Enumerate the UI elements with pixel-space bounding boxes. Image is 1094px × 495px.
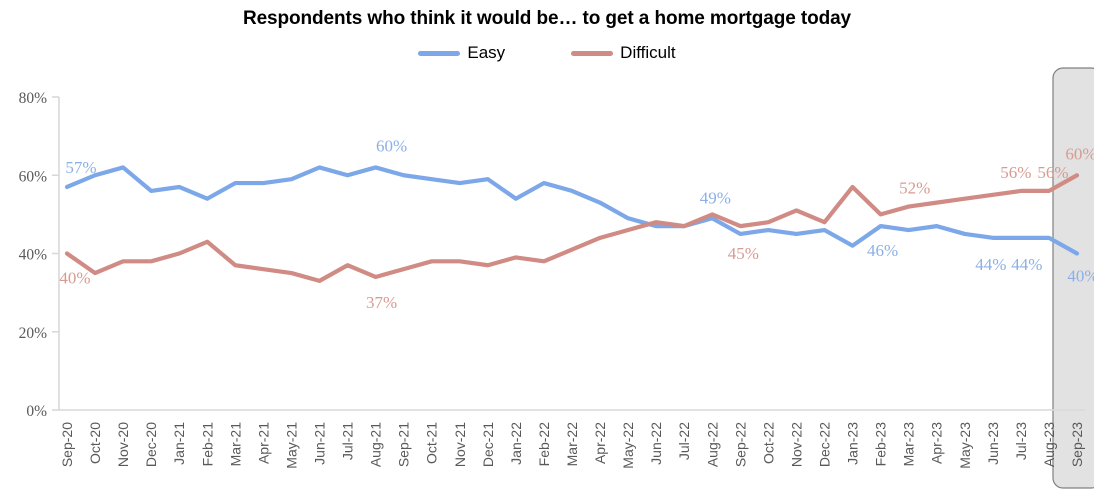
x-tick-label: Aug-23 <box>1041 422 1057 467</box>
y-tick-label: 80% <box>19 90 48 107</box>
x-tick-label: Mar-22 <box>564 422 580 467</box>
data-point-label: 57% <box>65 158 96 177</box>
x-tick-label: Jul-23 <box>1013 422 1029 460</box>
data-point-label: 37% <box>366 293 397 312</box>
x-tick-label: Aug-22 <box>704 422 720 467</box>
x-tick-label: Dec-20 <box>143 422 159 467</box>
axis-layer <box>58 97 1085 411</box>
x-tick-label: Jul-22 <box>676 422 692 460</box>
x-tick-label: Feb-21 <box>199 422 215 467</box>
data-point-label: 56% <box>1000 163 1031 182</box>
chart-legend: Easy Difficult <box>0 43 1094 63</box>
x-tick-label: Apr-22 <box>592 422 608 464</box>
data-point-label: 60% <box>1065 144 1094 163</box>
data-point-label: 40% <box>59 269 90 288</box>
x-tick-label: Nov-20 <box>115 422 131 467</box>
y-tick-label: 40% <box>19 247 48 264</box>
x-tick-label: Oct-22 <box>760 422 776 464</box>
x-tick-label: Jun-21 <box>312 422 328 465</box>
x-tick-label: Jan-22 <box>508 422 524 465</box>
series-line-easy <box>64 165 1080 256</box>
data-point-label: 44% <box>1011 255 1042 274</box>
x-tick-label: Nov-22 <box>788 422 804 467</box>
legend-label-easy: Easy <box>467 43 506 62</box>
data-point-label: 52% <box>899 179 930 198</box>
data-point-label: 56% <box>1037 163 1068 182</box>
x-tick-label: May-21 <box>283 422 299 469</box>
x-tick-label: Apr-21 <box>255 422 271 464</box>
data-point-label: 60% <box>376 136 407 155</box>
legend-swatch-difficult <box>571 50 614 56</box>
x-tick-label: May-23 <box>957 422 973 469</box>
x-tick-label: Feb-22 <box>536 422 552 467</box>
legend-item-difficult[interactable]: Difficult <box>571 43 676 63</box>
data-point-label: 46% <box>867 241 898 260</box>
x-tick-label: Dec-21 <box>480 422 496 467</box>
x-tick-label: Sep-21 <box>396 422 412 467</box>
x-tick-label: Oct-20 <box>87 422 103 464</box>
x-tick-label: Mar-23 <box>901 422 917 467</box>
x-tick-label: Jun-22 <box>648 422 664 465</box>
x-tick-label: Jul-21 <box>340 422 356 460</box>
data-point-label: 44% <box>975 255 1006 274</box>
legend-label-difficult: Difficult <box>620 43 676 62</box>
data-point-label: 45% <box>728 244 759 263</box>
x-tick-label: Feb-23 <box>873 422 889 467</box>
x-tick-label: Jun-23 <box>985 422 1001 465</box>
legend-item-easy[interactable]: Easy <box>418 43 505 63</box>
y-tick-label: 20% <box>19 325 48 342</box>
x-tick-label: Sep-20 <box>59 422 75 467</box>
y-tick-label: 0% <box>26 403 47 420</box>
x-tick-label: Jan-21 <box>171 422 187 465</box>
x-tick-label: Jan-23 <box>845 422 861 465</box>
x-axis-ticks: Sep-20 Oct-20 Nov-20 Dec-20 Jan-21 Feb-21 Mar-… <box>59 422 1085 469</box>
data-point-labels: 57%60%49%46%44%44%40%40%37%45%52%56%56%6… <box>59 136 1094 312</box>
data-point-label: 40% <box>1067 267 1094 286</box>
x-tick-label: Mar-21 <box>227 422 243 467</box>
x-tick-label: Aug-21 <box>368 422 384 467</box>
highlight-band-layer <box>1052 67 1094 489</box>
x-tick-label: Sep-22 <box>732 422 748 467</box>
x-tick-label: May-22 <box>620 422 636 469</box>
series-line-difficult <box>64 173 1080 283</box>
x-tick-label: Nov-21 <box>452 422 468 467</box>
data-point-label: 49% <box>700 188 731 207</box>
x-tick-label: Dec-22 <box>817 422 833 467</box>
x-tick-label: Apr-23 <box>929 422 945 464</box>
legend-swatch-easy <box>418 50 461 56</box>
x-tick-label: Sep-23 <box>1069 422 1085 467</box>
y-tick-label: 60% <box>19 168 48 185</box>
y-axis-ticks: 0% 20% 40% 60% 80% <box>19 90 59 420</box>
chart-title: Respondents who think it would be… to ge… <box>242 8 852 29</box>
data-series-layer <box>64 165 1080 283</box>
highlight-band <box>1052 67 1094 489</box>
x-tick-label: Oct-21 <box>424 422 440 464</box>
